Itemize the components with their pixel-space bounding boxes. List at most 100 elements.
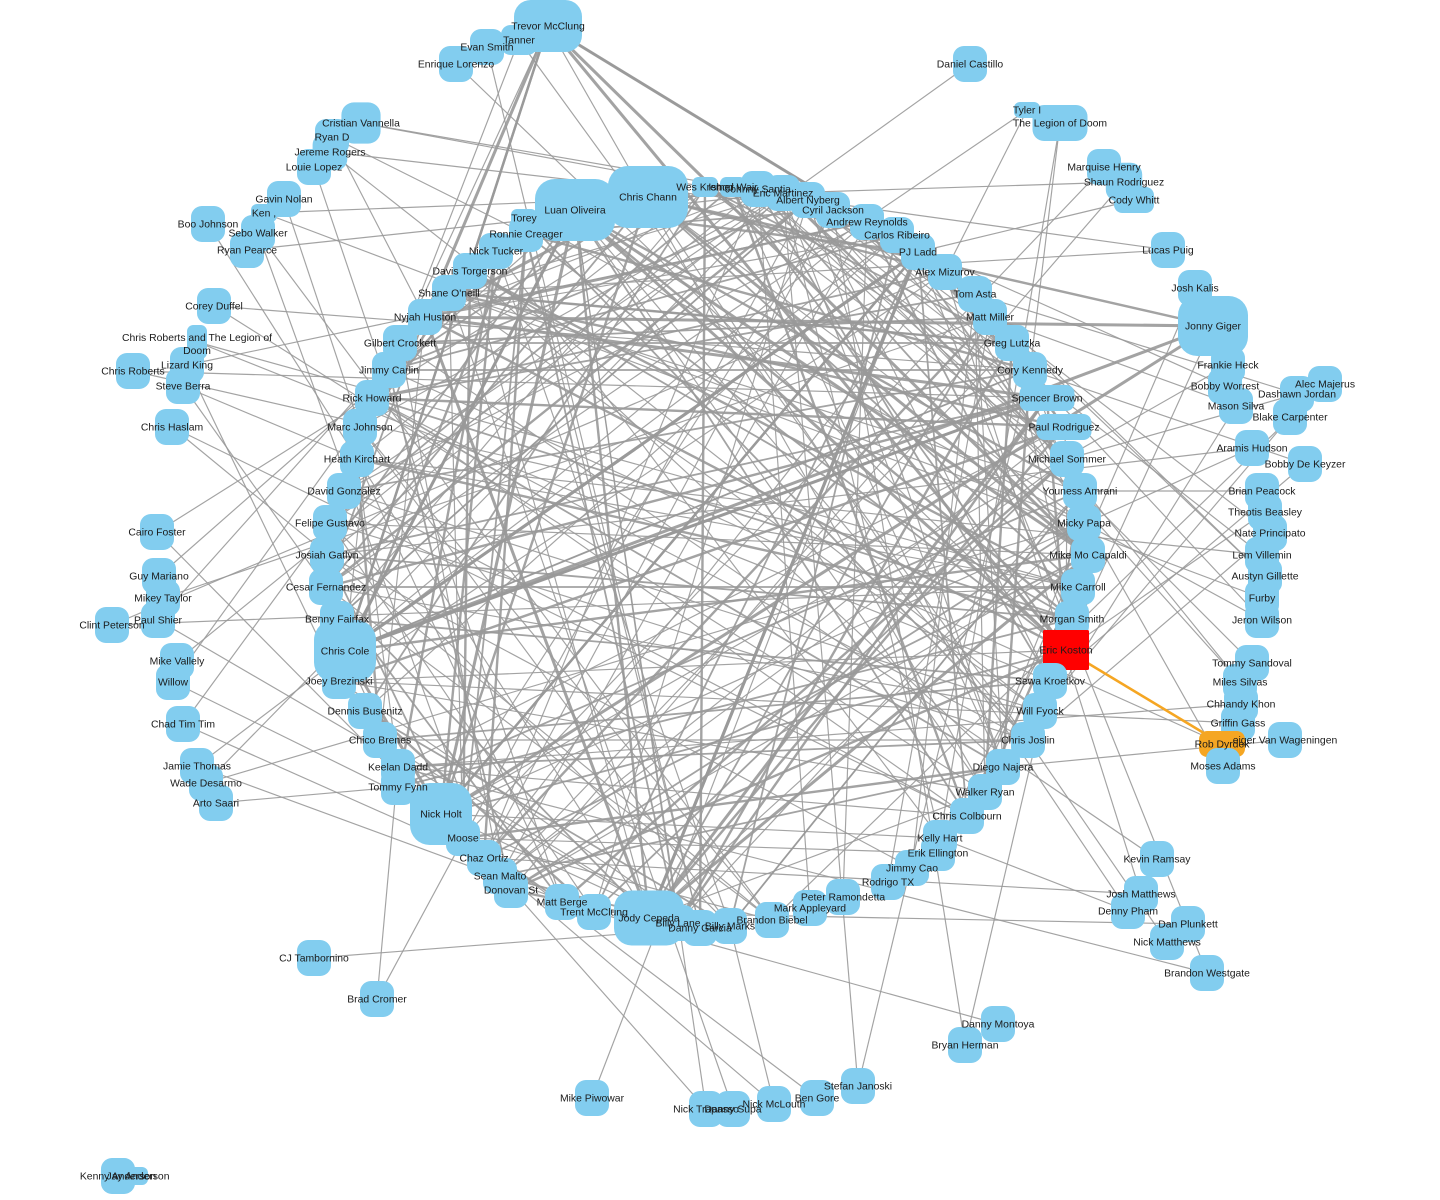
svg-text:Arto Saari: Arto Saari: [193, 798, 239, 809]
svg-text:Daniel Castillo: Daniel Castillo: [937, 59, 1004, 70]
svg-text:CJ Tambornino: CJ Tambornino: [279, 953, 349, 964]
svg-text:Doom: Doom: [183, 346, 211, 357]
svg-text:Ben Gore: Ben Gore: [795, 1093, 840, 1104]
svg-text:Gilbert Crockett: Gilbert Crockett: [364, 338, 436, 349]
svg-text:Eric Koston: Eric Koston: [1039, 645, 1092, 656]
svg-text:eiger Van Wageningen: eiger Van Wageningen: [1233, 735, 1338, 746]
svg-text:Sebo Walker: Sebo Walker: [228, 228, 288, 239]
svg-text:Corey Duffel: Corey Duffel: [185, 301, 243, 312]
svg-text:Ronnie Creager: Ronnie Creager: [489, 229, 563, 240]
svg-text:Moose: Moose: [447, 833, 478, 844]
svg-text:Chad Tim Tim: Chad Tim Tim: [151, 719, 215, 730]
svg-text:Benny Fairfax: Benny Fairfax: [305, 614, 370, 625]
svg-text:Nick Tucker: Nick Tucker: [469, 246, 524, 257]
svg-text:Chris Colbourn: Chris Colbourn: [932, 811, 1002, 822]
svg-text:PJ Ladd: PJ Ladd: [899, 247, 937, 258]
svg-text:Trevor McClung: Trevor McClung: [511, 21, 585, 32]
svg-text:Bobby De Keyzer: Bobby De Keyzer: [1265, 459, 1346, 470]
svg-text:Chico Brenes: Chico Brenes: [349, 735, 411, 746]
svg-text:Tom Asta: Tom Asta: [954, 289, 997, 300]
svg-text:Jimmy Cao: Jimmy Cao: [886, 863, 938, 874]
svg-text:Kelly Hart: Kelly Hart: [917, 833, 962, 844]
svg-text:David Gonzalez: David Gonzalez: [307, 486, 380, 497]
svg-text:Josiah Gatlyn: Josiah Gatlyn: [296, 550, 359, 561]
svg-text:Youness Amrani: Youness Amrani: [1043, 486, 1118, 497]
svg-text:The Legion of Doom: The Legion of Doom: [1013, 118, 1107, 129]
svg-text:Mike Mo Capaldi: Mike Mo Capaldi: [1049, 550, 1126, 561]
svg-text:Chris Roberts: Chris Roberts: [101, 366, 165, 377]
svg-text:Matt Miller: Matt Miller: [966, 312, 1014, 323]
svg-text:Shane O'neill: Shane O'neill: [418, 288, 479, 299]
svg-text:Nyjah Huston: Nyjah Huston: [394, 312, 457, 323]
svg-text:Clint Peterson: Clint Peterson: [79, 620, 144, 631]
svg-text:Tommy Fynn: Tommy Fynn: [368, 782, 428, 793]
svg-text:Chhandy Khon: Chhandy Khon: [1207, 699, 1276, 710]
svg-text:Nick Matthews: Nick Matthews: [1133, 937, 1201, 948]
svg-text:Mike Piwowar: Mike Piwowar: [560, 1093, 625, 1104]
svg-text:Walker Ryan: Walker Ryan: [955, 787, 1014, 798]
svg-text:Cyril Jackson: Cyril Jackson: [802, 205, 864, 216]
svg-text:Brandon Westgate: Brandon Westgate: [1164, 968, 1250, 979]
svg-text:Dan Plunkett: Dan Plunkett: [1158, 919, 1218, 930]
svg-text:Heath Kirchart: Heath Kirchart: [324, 454, 391, 465]
svg-text:Mikey Taylor: Mikey Taylor: [134, 593, 192, 604]
svg-text:Rick Howard: Rick Howard: [343, 393, 402, 404]
svg-text:Chris Haslam: Chris Haslam: [141, 422, 203, 433]
svg-text:Sewa Kroetkov: Sewa Kroetkov: [1015, 676, 1086, 687]
svg-text:Joey Brezinski: Joey Brezinski: [306, 676, 373, 687]
svg-text:Austyn Gillette: Austyn Gillette: [1232, 571, 1299, 582]
svg-text:Davis Torgerson: Davis Torgerson: [433, 266, 508, 277]
svg-text:Wade Desarmo: Wade Desarmo: [170, 778, 242, 789]
svg-text:Shaun Rodriguez: Shaun Rodriguez: [1084, 177, 1164, 188]
svg-text:Tommy Sandoval: Tommy Sandoval: [1212, 658, 1292, 669]
svg-text:Torey: Torey: [511, 213, 537, 224]
svg-text:Dennis Busenitz: Dennis Busenitz: [327, 706, 402, 717]
svg-text:Stefan Janoski: Stefan Janoski: [824, 1081, 892, 1092]
svg-text:Rodrigo TX: Rodrigo TX: [862, 877, 914, 888]
svg-text:Diego Najera: Diego Najera: [973, 762, 1034, 773]
svg-text:Steve Berra: Steve Berra: [156, 381, 211, 392]
svg-text:Jimmy Carlin: Jimmy Carlin: [359, 365, 419, 376]
svg-text:Lizard King: Lizard King: [161, 360, 213, 371]
svg-text:Bryan Herman: Bryan Herman: [932, 1040, 999, 1051]
svg-text:Tyler I: Tyler I: [1013, 105, 1041, 116]
svg-text:Guy Mariano: Guy Mariano: [129, 571, 189, 582]
svg-text:Chris Joslin: Chris Joslin: [1001, 735, 1055, 746]
svg-text:Paul Rodriguez: Paul Rodriguez: [1028, 422, 1099, 433]
svg-text:Aramis Hudson: Aramis Hudson: [1216, 443, 1287, 454]
svg-text:Chris Chann: Chris Chann: [619, 192, 677, 203]
svg-text:Cristian Vannella: Cristian Vannella: [322, 118, 400, 129]
svg-text:Danny Montoya: Danny Montoya: [962, 1019, 1035, 1030]
svg-text:Spencer Brown: Spencer Brown: [1011, 393, 1082, 404]
svg-text:Bobby Worrest: Bobby Worrest: [1191, 381, 1260, 392]
svg-text:Jamie Thomas: Jamie Thomas: [163, 761, 231, 772]
svg-text:Miles Silvas: Miles Silvas: [1213, 677, 1268, 688]
svg-text:Cory Kennedy: Cory Kennedy: [997, 365, 1064, 376]
svg-text:Micky Papa: Micky Papa: [1057, 518, 1111, 529]
svg-text:Peter Ramondetta: Peter Ramondetta: [801, 892, 886, 903]
svg-text:Louie Lopez: Louie Lopez: [286, 162, 343, 173]
svg-text:Carlos Ribeiro: Carlos Ribeiro: [864, 230, 930, 241]
svg-text:Griffin Gass: Griffin Gass: [1211, 718, 1266, 729]
svg-text:Jereme Rogers: Jereme Rogers: [294, 147, 365, 158]
svg-text:Mike Vallely: Mike Vallely: [150, 656, 205, 667]
svg-text:Brian Peacock: Brian Peacock: [1229, 486, 1297, 497]
svg-text:Lucas Puig: Lucas Puig: [1142, 245, 1194, 256]
svg-text:Josh Kalis: Josh Kalis: [1171, 283, 1218, 294]
svg-text:Brandon Biebel: Brandon Biebel: [736, 915, 807, 926]
svg-text:Mark Appleyard: Mark Appleyard: [774, 903, 846, 914]
svg-text:Frankie Heck: Frankie Heck: [1197, 360, 1259, 371]
svg-text:Keelan Dadd: Keelan Dadd: [368, 762, 428, 773]
svg-text:Felipe Gustavo: Felipe Gustavo: [295, 518, 365, 529]
svg-text:Chaz Ortiz: Chaz Ortiz: [459, 853, 508, 864]
svg-text:Willow: Willow: [158, 677, 189, 688]
svg-text:Will Fyock: Will Fyock: [1016, 706, 1064, 717]
svg-text:Cesar Fernandez: Cesar Fernandez: [286, 582, 366, 593]
svg-text:Jeron Wilson: Jeron Wilson: [1232, 615, 1292, 626]
svg-text:Lem Villemin: Lem Villemin: [1232, 550, 1292, 561]
svg-text:Denny Pham: Denny Pham: [1098, 906, 1158, 917]
svg-text:Michael Sommer: Michael Sommer: [1028, 454, 1106, 465]
svg-text:Andrew Reynolds: Andrew Reynolds: [826, 217, 907, 228]
svg-text:Blake Carpenter: Blake Carpenter: [1252, 412, 1328, 423]
svg-text:Jonny Giger: Jonny Giger: [1185, 321, 1242, 332]
